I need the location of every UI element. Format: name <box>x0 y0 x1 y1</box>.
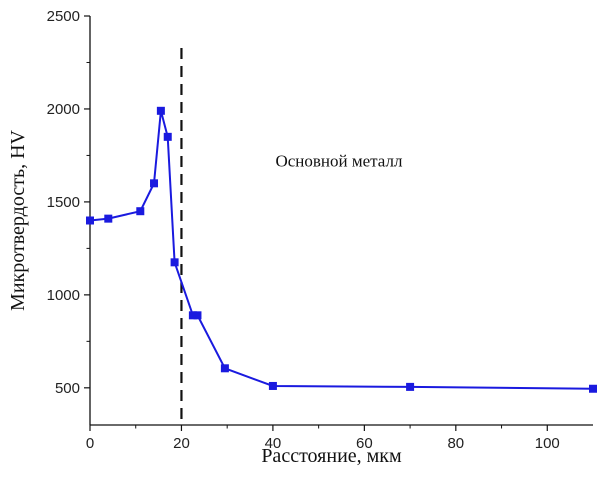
data-point-marker <box>163 132 172 141</box>
data-point-marker <box>589 384 597 393</box>
data-point-marker <box>156 106 165 115</box>
data-point-marker <box>268 381 277 390</box>
data-point-marker <box>150 179 159 188</box>
axis-ticks: 0 20 40 60 80 100 500 1000 1500 2000 2500 <box>47 8 560 452</box>
data-point-marker <box>170 258 179 267</box>
data-point-marker <box>188 311 197 320</box>
y-tick-label: 2000 <box>47 101 80 118</box>
data-point-marker <box>406 382 415 391</box>
data-point-marker <box>86 216 94 225</box>
axes <box>89 16 593 426</box>
y-tick-label: 2500 <box>47 8 80 25</box>
data-point-marker <box>136 207 145 216</box>
x-tick-label: 60 <box>356 435 373 452</box>
y-tick-label: 1500 <box>47 194 80 211</box>
annotation-base-metal: Основной металл <box>275 152 403 171</box>
data-point-marker <box>104 214 113 223</box>
x-axis-title: Расстояние, мкм <box>261 445 402 467</box>
x-tick-label: 100 <box>535 435 560 452</box>
y-tick-label: 1000 <box>47 287 80 304</box>
y-tick-label: 500 <box>55 380 80 397</box>
x-tick-label: 20 <box>173 435 190 452</box>
y-axis-title: Микротвердость, HV <box>7 129 29 310</box>
x-tick-label: 80 <box>447 435 464 452</box>
data-point-marker <box>220 364 229 373</box>
x-tick-label: 0 <box>86 435 94 452</box>
data-point-marker <box>193 311 202 320</box>
text-labels: Расстояние, мкм Микротвердость, HV Основ… <box>7 129 403 467</box>
data-series <box>86 106 597 393</box>
x-tick-label: 40 <box>265 435 282 452</box>
